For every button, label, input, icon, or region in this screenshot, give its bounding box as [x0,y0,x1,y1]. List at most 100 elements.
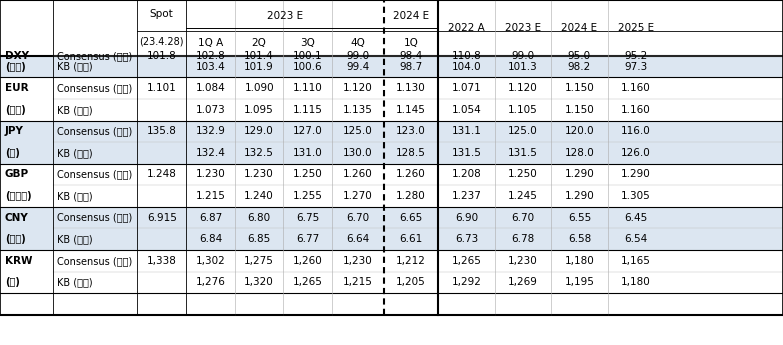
Text: JPY: JPY [5,126,23,136]
Text: 1.135: 1.135 [343,105,373,115]
Text: 132.9: 132.9 [196,126,226,136]
Text: 6.64: 6.64 [346,234,370,244]
Text: 1.073: 1.073 [196,105,226,115]
Text: 1Q A: 1Q A [198,39,223,48]
Text: 1.230: 1.230 [196,169,226,179]
Text: 1.145: 1.145 [396,105,426,115]
Text: 1.248: 1.248 [146,169,177,179]
Text: 99.0: 99.0 [346,51,370,61]
Text: 131.5: 131.5 [508,148,538,158]
Text: DXY: DXY [5,51,29,61]
Text: 1,275: 1,275 [244,256,274,266]
Text: (달러): (달러) [5,62,26,72]
Text: (원): (원) [5,277,20,287]
Text: 1,269: 1,269 [508,277,538,287]
Text: 1.095: 1.095 [244,105,274,115]
Text: 1,292: 1,292 [452,277,482,287]
Text: 1.150: 1.150 [565,83,594,93]
Text: 130.0: 130.0 [343,148,373,158]
Text: 1,265: 1,265 [452,256,482,266]
Text: CNY: CNY [5,213,28,223]
Text: 1,205: 1,205 [396,277,426,287]
Text: KB (평균): KB (평균) [57,277,92,287]
Text: 1Q: 1Q [404,39,418,48]
Text: 1.290: 1.290 [565,169,594,179]
Text: EUR: EUR [5,83,28,93]
Text: 1.160: 1.160 [621,105,651,115]
Text: 6.85: 6.85 [247,234,271,244]
Bar [0,164,783,207]
Text: 1,338: 1,338 [146,256,177,266]
Text: 6.65: 6.65 [399,213,423,223]
Text: 6.77: 6.77 [296,234,319,244]
Text: 6.84: 6.84 [199,234,222,244]
Text: 101.9: 101.9 [244,62,274,72]
Text: 128.5: 128.5 [396,148,426,158]
Text: 6.87: 6.87 [199,213,222,223]
Text: 125.0: 125.0 [508,126,538,136]
Text: 2023 E: 2023 E [267,11,303,20]
Text: 1.130: 1.130 [396,83,426,93]
Text: 1.230: 1.230 [244,169,274,179]
Text: (위안): (위안) [5,234,26,244]
Text: 129.0: 129.0 [244,126,274,136]
Text: 6.70: 6.70 [346,213,370,223]
Text: 1.084: 1.084 [196,83,226,93]
Text: 131.0: 131.0 [293,148,323,158]
Text: 6.90: 6.90 [455,213,478,223]
Text: Spot: Spot [150,9,174,19]
Text: 1.280: 1.280 [396,191,426,201]
Text: 128.0: 128.0 [565,148,594,158]
Text: 95.2: 95.2 [624,51,648,61]
Bar [0,77,783,120]
Text: Consensus (기말): Consensus (기말) [57,83,132,93]
Text: 6.45: 6.45 [624,213,648,223]
Text: 1,180: 1,180 [565,256,594,266]
Text: KB (평균): KB (평균) [57,191,92,201]
Text: 2023 E: 2023 E [505,23,541,33]
Text: 2025 E: 2025 E [618,23,654,33]
Text: 1.237: 1.237 [452,191,482,201]
Text: 1.290: 1.290 [565,191,594,201]
Text: 4Q: 4Q [351,39,365,48]
Text: KRW: KRW [5,256,32,266]
Text: Consensus (기말): Consensus (기말) [57,213,132,223]
Text: 6.915: 6.915 [146,213,177,223]
Bar [0,56,783,77]
Text: 1.215: 1.215 [196,191,226,201]
Text: 1.054: 1.054 [452,105,482,115]
Text: 1.250: 1.250 [508,169,538,179]
Text: 1,212: 1,212 [396,256,426,266]
Text: 1.090: 1.090 [244,83,274,93]
Text: 99.4: 99.4 [346,62,370,72]
Text: KB (평균): KB (평균) [57,148,92,158]
Text: 101.4: 101.4 [244,51,274,61]
Text: 1.101: 1.101 [147,83,176,93]
Text: 1.160: 1.160 [621,83,651,93]
Text: 1.260: 1.260 [396,169,426,179]
Text: Consensus (기말): Consensus (기말) [57,169,132,179]
Text: 1,230: 1,230 [343,256,373,266]
Text: 1,265: 1,265 [293,277,323,287]
Text: 1.290: 1.290 [621,169,651,179]
Text: 98.7: 98.7 [399,62,423,72]
Text: 98.4: 98.4 [399,51,423,61]
Text: 1,260: 1,260 [293,256,323,266]
Text: 127.0: 127.0 [293,126,323,136]
Text: 101.3: 101.3 [508,62,538,72]
Text: 98.2: 98.2 [568,62,591,72]
Text: 1.120: 1.120 [508,83,538,93]
Text: 1.240: 1.240 [244,191,274,201]
Text: 1.071: 1.071 [452,83,482,93]
Text: 123.0: 123.0 [396,126,426,136]
Text: 6.54: 6.54 [624,234,648,244]
Text: 2024 E: 2024 E [561,23,597,33]
Text: 101.8: 101.8 [147,51,176,61]
Text: 1.150: 1.150 [565,105,594,115]
Text: 1.115: 1.115 [293,105,323,115]
Text: 1.120: 1.120 [343,83,373,93]
Text: 1.208: 1.208 [452,169,482,179]
Text: 6.75: 6.75 [296,213,319,223]
Text: 125.0: 125.0 [343,126,373,136]
Text: 6.78: 6.78 [511,234,535,244]
